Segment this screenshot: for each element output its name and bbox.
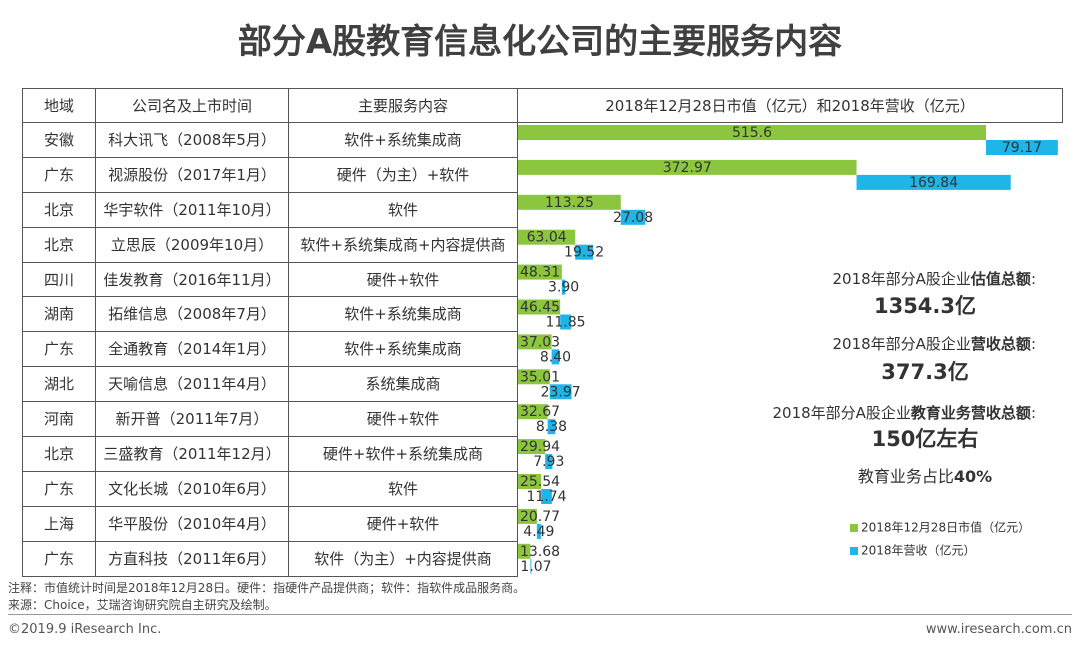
chart-cell	[517, 227, 1063, 263]
chart-cell	[517, 262, 1063, 297]
table-cell: 视源股份（2017年1月）	[95, 156, 289, 193]
table-row: 广东 全通教育（2014年1月） 软件+系统集成商	[22, 331, 1063, 368]
table-cell: 系统集成商	[288, 366, 518, 403]
title: 部分A股教育信息化公司的主要服务内容	[237, 22, 843, 62]
table-cell: 硬件+软件+系统集成商	[288, 436, 518, 472]
chart-cell	[517, 541, 1063, 577]
chart-cell	[517, 157, 1063, 193]
table-cell: 软件（为主）+内容提供商	[288, 540, 518, 577]
table-row: 广东 方直科技（2011年6月） 软件（为主）+内容提供商	[22, 540, 1063, 577]
divider	[8, 614, 1072, 615]
table-cell: 华宇软件（2011年10月）	[95, 191, 289, 228]
table-cell: 软件+系统集成商	[288, 331, 518, 368]
table-cell: 华平股份（2010年4月）	[95, 505, 289, 542]
table-row: 北京 三盛教育（2011年12月） 硬件+软件+系统集成商	[22, 436, 1063, 472]
chart-cell	[517, 366, 1063, 402]
table-cell: 软件+系统集成商+内容提供商	[288, 226, 518, 263]
chart-cell	[517, 296, 1063, 332]
table-row: 北京 立思辰（2009年10月） 软件+系统集成商+内容提供商	[22, 226, 1063, 263]
table-cell: 四川	[22, 261, 96, 298]
chart-cell	[517, 401, 1063, 437]
table-cell: 软件+系统集成商	[288, 296, 518, 333]
table-row: 四川 佳发教育（2016年11月） 硬件+软件	[22, 261, 1063, 298]
table-cell: 广东	[22, 540, 96, 577]
chart-cell	[517, 122, 1063, 158]
table-cell: 湖北	[22, 366, 96, 403]
table-cell: 安徽	[22, 122, 96, 158]
table-cell: 广东	[22, 331, 96, 368]
header-cell: 主要服务内容	[288, 88, 518, 123]
table-row: 上海 华平股份（2010年4月） 硬件+软件	[22, 505, 1063, 542]
table-cell: 广东	[22, 156, 96, 193]
company-table: 地域 公司名及上市时间 主要服务内容 2018年12月28日市值（亿元）和2018年营…	[22, 88, 1063, 577]
table-row: 北京 华宇软件（2011年10月） 软件	[22, 191, 1063, 228]
chart-cell	[517, 331, 1063, 367]
chart-cell	[517, 436, 1063, 472]
table-cell: 立思辰（2009年10月）	[95, 226, 289, 263]
table-cell: 软件	[288, 191, 518, 228]
table-cell: 湖南	[22, 296, 96, 333]
note: 注释：市值统计时间是2018年12月28日。硬件：指硬件产品提供商；软件：指软件…	[8, 581, 526, 595]
table-row: 河南 新开普（2011年7月） 硬件+软件	[22, 401, 1063, 438]
table-cell: 软件+系统集成商	[288, 122, 518, 158]
header-cell: 2018年12月28日市值（亿元）和2018年营收（亿元）	[517, 88, 1063, 123]
table-cell: 科大讯飞（2008年5月）	[95, 122, 289, 158]
header-row: 地域 公司名及上市时间 主要服务内容 2018年12月28日市值（亿元）和2018年营…	[22, 88, 1063, 123]
table-cell: 硬件+软件	[288, 261, 518, 298]
table-cell: 文化长城（2010年6月）	[95, 470, 289, 507]
table-cell: 北京	[22, 436, 96, 472]
table-cell: 广东	[22, 470, 96, 507]
table-cell: 河南	[22, 401, 96, 438]
table-row: 广东 视源股份（2017年1月） 硬件（为主）+软件	[22, 156, 1063, 193]
table-cell: 三盛教育（2011年12月）	[95, 436, 289, 472]
website: www.iresearch.com.cn	[925, 622, 1072, 637]
table-row: 广东 文化长城（2010年6月） 软件	[22, 470, 1063, 507]
table-cell: 硬件+软件	[288, 401, 518, 438]
table-cell: 上海	[22, 505, 96, 542]
header-cell: 公司名及上市时间	[95, 88, 289, 123]
table-row: 安徽 科大讯飞（2008年5月） 软件+系统集成商	[22, 122, 1063, 158]
copyright: ©2019.9 iResearch Inc.	[8, 622, 162, 637]
chart-cell	[517, 192, 1063, 228]
table-cell: 拓维信息（2008年7月）	[95, 296, 289, 333]
table-cell: 硬件+软件	[288, 505, 518, 542]
table-row: 湖南 拓维信息（2008年7月） 软件+系统集成商	[22, 296, 1063, 333]
table-cell: 北京	[22, 226, 96, 263]
table-cell: 方直科技（2011年6月）	[95, 540, 289, 577]
table-cell: 天喻信息（2011年4月）	[95, 366, 289, 403]
table-cell: 全通教育（2014年1月）	[95, 331, 289, 368]
header-cell: 地域	[22, 88, 96, 123]
table-cell: 佳发教育（2016年11月）	[95, 261, 289, 298]
table-cell: 软件	[288, 470, 518, 507]
table-row: 湖北 天喻信息（2011年4月） 系统集成商	[22, 366, 1063, 403]
chart-cell	[517, 506, 1063, 542]
chart-cell	[517, 471, 1063, 507]
table-cell: 硬件（为主）+软件	[288, 156, 518, 193]
table-cell: 新开普（2011年7月）	[95, 401, 289, 438]
source: 来源：Choice，艾瑞咨询研究院自主研究及绘制。	[8, 598, 277, 612]
table-body: 安徽 科大讯飞（2008年5月） 软件+系统集成商 广东 视源股份（2017年1月） 硬件…	[22, 122, 1063, 577]
table-cell: 北京	[22, 191, 96, 228]
